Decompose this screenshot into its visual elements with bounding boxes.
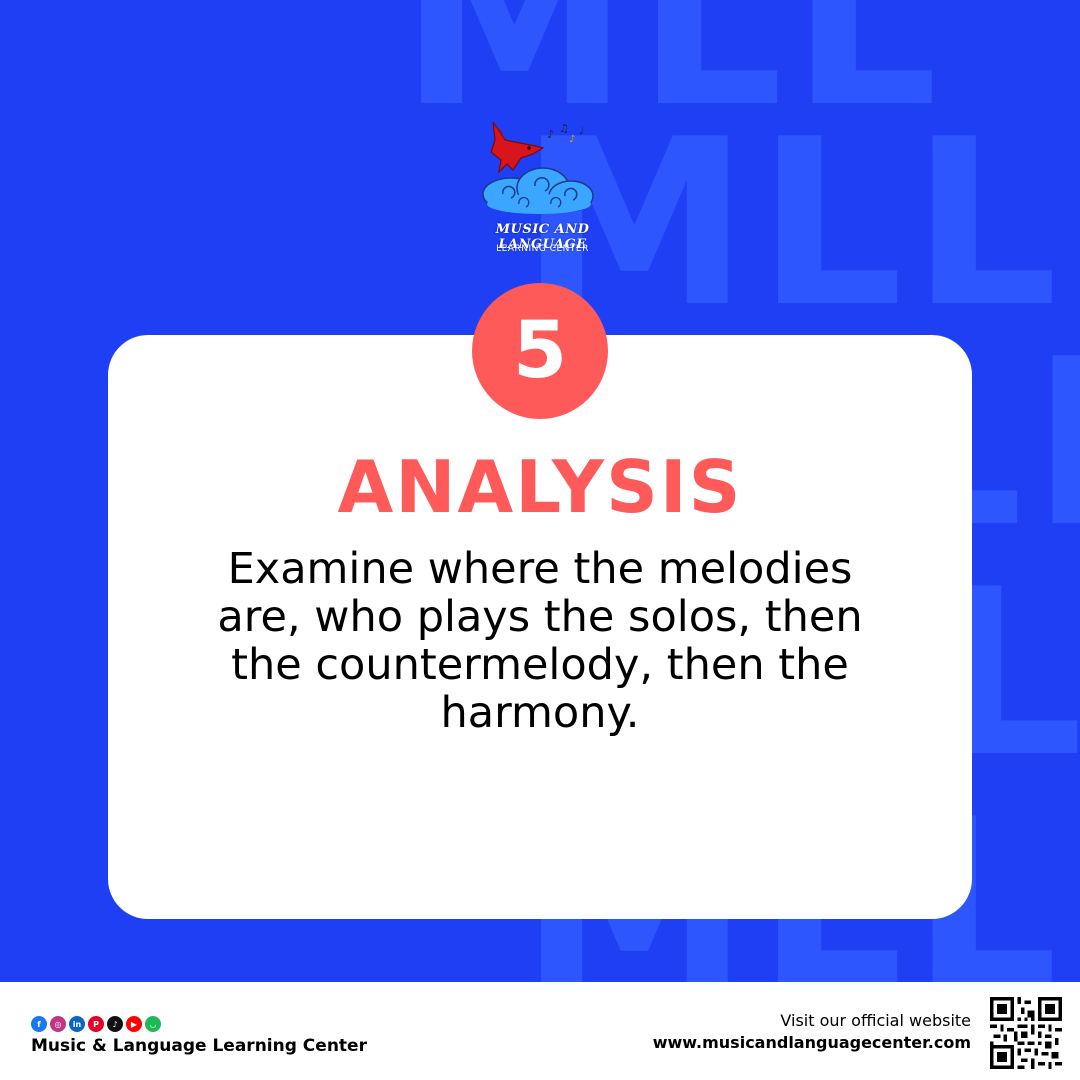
brand-logo: ♪ ♫ ♪ ♩ MUSIC AND LANGUAGE LEARNING CENT… — [455, 112, 630, 262]
logo-subtitle: LEARNING CENTER — [496, 244, 589, 254]
pinterest-icon[interactable]: P — [88, 1016, 104, 1032]
linkedin-icon[interactable]: in — [69, 1016, 85, 1032]
instagram-icon[interactable]: ◎ — [50, 1016, 66, 1032]
shop-icon[interactable]: ◡ — [145, 1016, 161, 1032]
bird-on-cloud-icon: ♪ ♫ ♪ ♩ — [482, 121, 594, 214]
tiktok-icon[interactable]: ♪ — [107, 1016, 123, 1032]
facebook-icon[interactable]: f — [31, 1016, 47, 1032]
qr-code-icon[interactable] — [990, 997, 1062, 1069]
svg-text:♪: ♪ — [547, 128, 554, 141]
website-link[interactable]: www.musicandlanguagecenter.com — [652, 1033, 971, 1052]
youtube-icon[interactable]: ▶ — [126, 1016, 142, 1032]
logo-title: MUSIC AND LANGUAGE — [495, 222, 590, 252]
step-description: Examine where the melodies are, who play… — [217, 544, 863, 738]
svg-text:♫: ♫ — [559, 122, 569, 135]
step-number-badge: 5 — [472, 283, 608, 419]
watermark-text: MLL — [400, 0, 946, 158]
brand-name: Music & Language Learning Center — [31, 1036, 367, 1056]
svg-text:♩: ♩ — [579, 126, 584, 137]
watermark-text: MLL — [520, 91, 1066, 358]
social-icons-row: f ◎ in P ♪ ▶ ◡ — [31, 1016, 161, 1032]
website-block: Visit our official website www.musicandl… — [653, 1010, 971, 1054]
svg-text:♪: ♪ — [569, 134, 575, 145]
step-heading: ANALYSIS — [337, 445, 743, 529]
content-card — [108, 335, 972, 919]
visit-label: Visit our official website — [780, 1011, 971, 1030]
